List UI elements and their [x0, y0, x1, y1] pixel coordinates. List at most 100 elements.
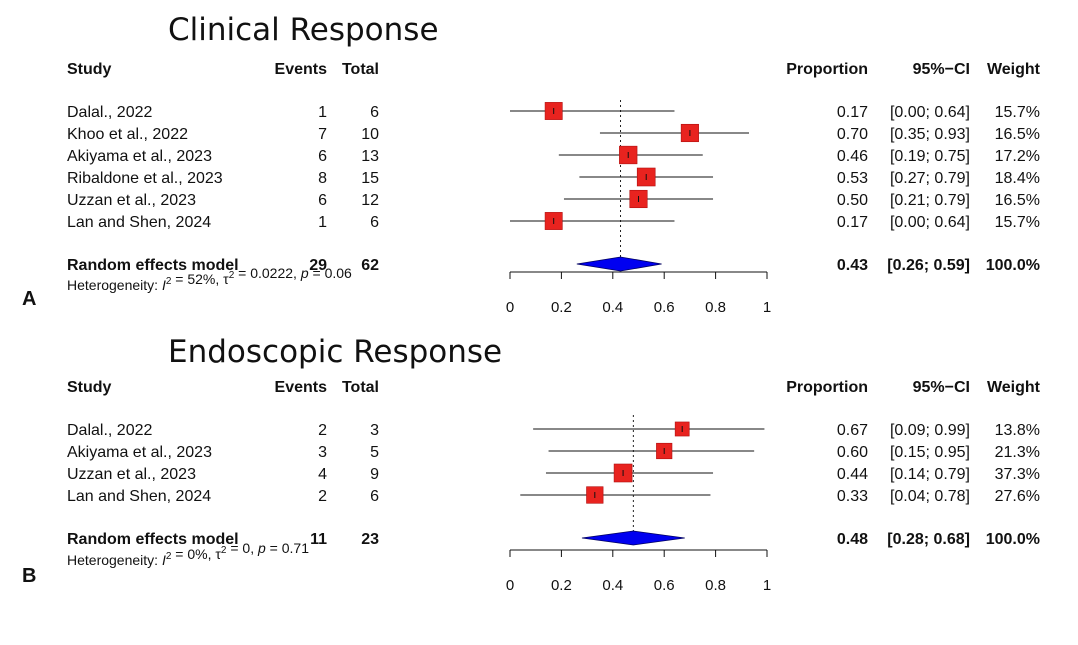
header-total: Total — [342, 61, 379, 78]
study-row: Khoo et al., 2022 7 10 0.70 [0.35; 0.93] 16.5… — [67, 123, 1040, 143]
summary-row: Random effects model 11 23 0.48 [0.28; 0.68]… — [67, 530, 1040, 548]
panel-letter: A — [22, 288, 36, 310]
study-name: Dalal., 2022 — [67, 104, 152, 121]
x-tick-label: 0.2 — [551, 577, 572, 594]
study-weight: 18.4% — [995, 170, 1040, 187]
x-tick-label: 0.8 — [705, 577, 726, 594]
study-name: Akiyama et al., 2023 — [67, 148, 212, 165]
study-events: 1 — [318, 104, 327, 121]
summary-weight: 100.0% — [986, 531, 1040, 548]
study-weight: 15.7% — [995, 104, 1040, 121]
study-row: Akiyama et al., 2023 6 13 0.46 [0.19; 0.75] 1… — [67, 145, 1040, 165]
study-events: 7 — [318, 126, 327, 143]
x-tick-label: 1 — [763, 299, 771, 316]
study-proportion: 0.53 — [837, 170, 868, 187]
summary-total: 23 — [361, 531, 379, 548]
study-proportion: 0.67 — [837, 422, 868, 439]
study-events: 6 — [318, 192, 327, 209]
study-name: Lan and Shen, 2024 — [67, 488, 211, 505]
study-ci: [0.27; 0.79] — [890, 170, 970, 187]
study-name: Khoo et al., 2022 — [67, 126, 188, 143]
summary-diamond — [581, 530, 685, 546]
x-tick-label: 0 — [506, 577, 514, 594]
summary-row: Random effects model 29 62 0.43 [0.26; 0.59]… — [67, 256, 1040, 274]
study-row: Ribaldone et al., 2023 8 15 0.53 [0.27; 0.79… — [67, 167, 1040, 187]
panel-title: Clinical Response — [168, 12, 439, 48]
study-total: 6 — [370, 214, 379, 231]
x-tick-label: 0.4 — [602, 577, 623, 594]
study-ci: [0.00; 0.64] — [890, 214, 970, 231]
x-tick-label: 0.4 — [602, 299, 623, 316]
study-row: Uzzan et al., 2023 4 9 0.44 [0.14; 0.79] 37.3… — [67, 463, 1040, 483]
header-weight: Weight — [987, 379, 1041, 396]
heterogeneity-text: Heterogeneity: I2 = 0%, τ2 = 0, p = 0.71 — [67, 540, 309, 568]
study-ci: [0.19; 0.75] — [890, 148, 970, 165]
header-proportion: Proportion — [786, 379, 868, 396]
study-name: Ribaldone et al., 2023 — [67, 170, 223, 187]
study-events: 3 — [318, 444, 327, 461]
study-name: Dalal., 2022 — [67, 422, 152, 439]
x-tick-label: 0.8 — [705, 299, 726, 316]
study-total: 6 — [370, 104, 379, 121]
study-row: Lan and Shen, 2024 1 6 0.17 [0.00; 0.64] 15.7… — [67, 212, 1040, 231]
study-events: 1 — [318, 214, 327, 231]
study-ci: [0.14; 0.79] — [890, 466, 970, 483]
study-total: 10 — [361, 126, 379, 143]
study-weight: 16.5% — [995, 192, 1040, 209]
study-events: 2 — [318, 488, 327, 505]
summary-weight: 100.0% — [986, 257, 1040, 274]
panel-B: Endoscopic Response B Study Events Total Prop… — [22, 334, 1041, 594]
study-name: Uzzan et al., 2023 — [67, 192, 196, 209]
study-events: 2 — [318, 422, 327, 439]
heterogeneity-text: Heterogeneity: I2 = 52%, τ2 = 0.0222, p … — [67, 265, 352, 293]
header-proportion: Proportion — [786, 61, 868, 78]
header-ci: 95%−CI — [913, 379, 970, 396]
summary-ci: [0.26; 0.59] — [887, 257, 970, 274]
summary-diamond — [576, 256, 662, 272]
panel-title: Endoscopic Response — [168, 334, 502, 370]
study-total: 15 — [361, 170, 379, 187]
study-total: 12 — [361, 192, 379, 209]
study-name: Akiyama et al., 2023 — [67, 444, 212, 461]
study-row: Akiyama et al., 2023 3 5 0.60 [0.15; 0.95] 21… — [67, 442, 1040, 461]
study-weight: 27.6% — [995, 488, 1040, 505]
x-axis: 0 0.2 0.4 0.6 0.8 1 — [506, 271, 771, 316]
header-total: Total — [342, 379, 379, 396]
header-ci: 95%−CI — [913, 61, 970, 78]
study-proportion: 0.60 — [837, 444, 868, 461]
study-ci: [0.04; 0.78] — [890, 488, 970, 505]
study-total: 5 — [370, 444, 379, 461]
summary-events: 11 — [310, 531, 327, 548]
header-weight: Weight — [987, 61, 1041, 78]
summary-label: Random effects model — [67, 257, 239, 274]
header-events: Events — [275, 61, 328, 78]
study-weight: 21.3% — [995, 444, 1040, 461]
x-tick-label: 0.6 — [654, 577, 675, 594]
study-total: 13 — [361, 148, 379, 165]
summary-events: 29 — [309, 257, 327, 274]
study-weight: 13.8% — [995, 422, 1040, 439]
study-name: Uzzan et al., 2023 — [67, 466, 196, 483]
study-weight: 16.5% — [995, 126, 1040, 143]
study-ci: [0.15; 0.95] — [890, 444, 970, 461]
study-weight: 15.7% — [995, 214, 1040, 231]
study-events: 8 — [318, 170, 327, 187]
study-proportion: 0.17 — [837, 214, 868, 231]
header-events: Events — [275, 379, 328, 396]
header-study: Study — [67, 61, 112, 78]
study-row: Uzzan et al., 2023 6 12 0.50 [0.21; 0.79] 16.… — [67, 189, 1040, 209]
study-total: 6 — [370, 488, 379, 505]
summary-label: Random effects model — [67, 531, 239, 548]
study-weight: 17.2% — [995, 148, 1040, 165]
study-total: 9 — [370, 466, 379, 483]
study-events: 6 — [318, 148, 327, 165]
panel-letter: B — [22, 565, 36, 587]
study-row: Dalal., 2022 2 3 0.67 [0.09; 0.99] 13.8% — [67, 421, 1040, 439]
x-tick-label: 0.2 — [551, 299, 572, 316]
study-ci: [0.00; 0.64] — [890, 104, 970, 121]
study-row: Dalal., 2022 1 6 0.17 [0.00; 0.64] 15.7% — [67, 102, 1040, 121]
study-proportion: 0.50 — [837, 192, 868, 209]
study-proportion: 0.44 — [837, 466, 868, 483]
study-ci: [0.21; 0.79] — [890, 192, 970, 209]
